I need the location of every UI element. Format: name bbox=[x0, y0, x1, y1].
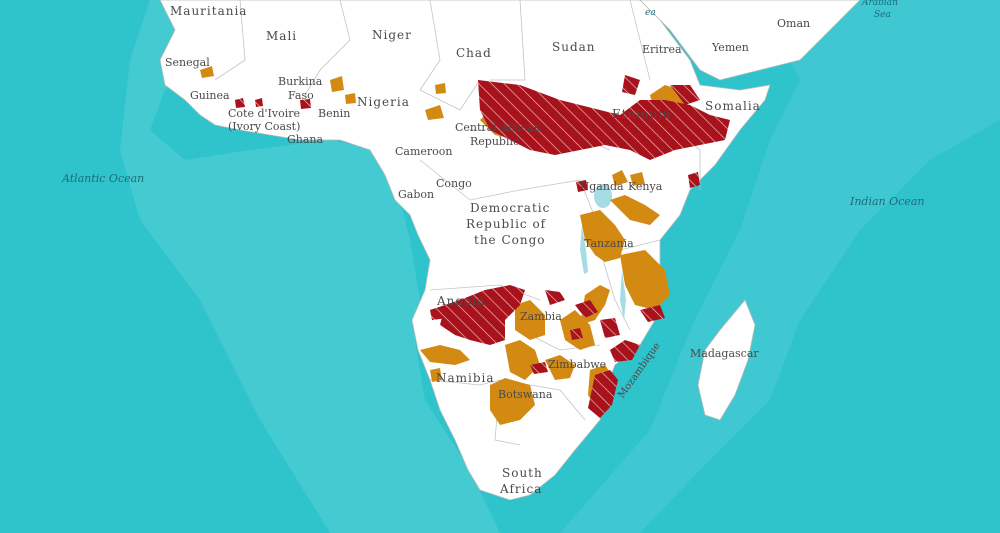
label-cote-2: (Ivory Coast) bbox=[228, 120, 300, 133]
label-tanzania: Tanzania bbox=[584, 237, 634, 250]
label-somalia: Somalia bbox=[705, 99, 761, 113]
label-car-1: Central African bbox=[455, 121, 541, 134]
label-congo: Congo bbox=[436, 177, 472, 190]
range-red bbox=[235, 75, 730, 418]
label-angola: Angola bbox=[436, 294, 485, 308]
label-car-2: Republic bbox=[470, 135, 519, 148]
ocean-label-arabian-1: Arabian bbox=[861, 0, 898, 8]
label-nigeria: Nigeria bbox=[357, 95, 410, 109]
label-kenya: Kenya bbox=[628, 180, 663, 193]
label-benin: Benin bbox=[318, 107, 350, 120]
label-drc-2: Republic of bbox=[466, 217, 547, 231]
label-yemen: Yemen bbox=[711, 41, 749, 54]
label-cameroon: Cameroon bbox=[395, 145, 453, 158]
label-mauritania: Mauritania bbox=[170, 4, 247, 18]
label-drc-3: the Congo bbox=[474, 233, 546, 247]
label-guinea: Guinea bbox=[190, 89, 230, 102]
label-cote-1: Cote d'Ivoire bbox=[228, 107, 300, 120]
label-sudan: Sudan bbox=[552, 40, 596, 54]
shallow-shelf-west bbox=[120, 0, 500, 533]
lakes bbox=[580, 184, 626, 320]
ocean-label-indian: Indian Ocean bbox=[849, 195, 924, 208]
label-chad: Chad bbox=[456, 46, 492, 60]
label-south-africa-1: South bbox=[502, 466, 543, 480]
label-senegal: Senegal bbox=[165, 56, 210, 69]
ocean-label-red-sea: ea bbox=[645, 8, 656, 18]
label-oman: Oman bbox=[777, 17, 810, 30]
label-south-africa-2: Africa bbox=[499, 482, 542, 496]
arabia-landmass bbox=[639, 0, 861, 81]
label-niger: Niger bbox=[372, 28, 412, 42]
label-gabon: Gabon bbox=[398, 188, 434, 201]
label-ethiopia: Ethiopia bbox=[612, 107, 671, 121]
label-burkina-1: Burkina bbox=[278, 75, 323, 88]
label-ghana: Ghana bbox=[287, 133, 324, 146]
label-drc-1: Democratic bbox=[470, 201, 550, 215]
label-mali: Mali bbox=[266, 29, 297, 43]
label-namibia: Namibia bbox=[436, 371, 495, 385]
madagascar-landmass bbox=[697, 299, 756, 421]
label-uganda: Uganda bbox=[580, 180, 624, 193]
ocean-label-arabian-2: Sea bbox=[874, 10, 891, 20]
ocean-label-atlantic: Atlantic Ocean bbox=[61, 172, 144, 185]
shallow-shelf-east bbox=[560, 0, 1000, 533]
label-botswana: Botswana bbox=[498, 388, 553, 401]
label-madagascar: Madagascar bbox=[690, 347, 759, 360]
label-burkina-2: Faso bbox=[288, 89, 314, 102]
label-zambia: Zambia bbox=[520, 310, 562, 323]
label-zimbabwe: Zimbabwe bbox=[548, 358, 606, 371]
label-eritrea: Eritrea bbox=[642, 43, 682, 56]
